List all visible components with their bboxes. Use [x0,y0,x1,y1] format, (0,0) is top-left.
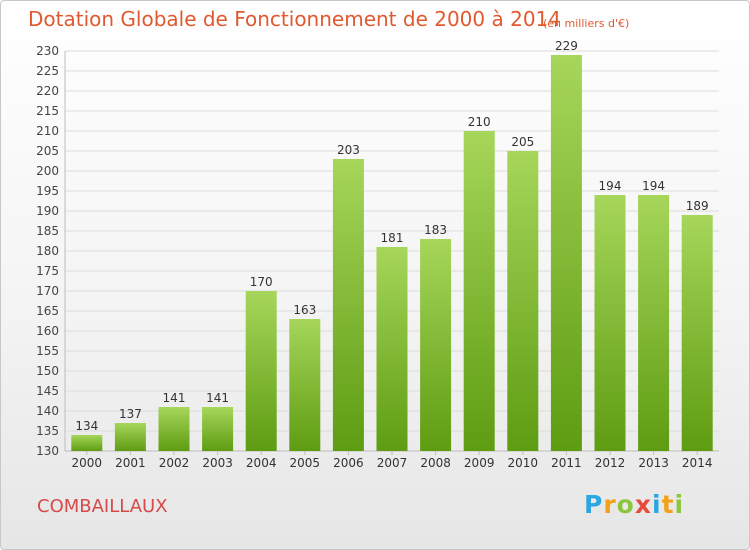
logo-letter: i [674,490,685,519]
logo-letter: P [584,490,604,519]
x-tick-label: 2012 [595,456,626,470]
value-label: 203 [337,143,360,157]
bar [114,423,146,451]
value-label: 134 [75,419,98,433]
y-tick-label: 170 [36,284,59,298]
bar [289,319,321,451]
bar [245,291,277,451]
bar [376,247,408,451]
value-label: 170 [250,275,273,289]
y-tick-label: 210 [36,124,59,138]
y-tick-label: 205 [36,144,59,158]
x-tick-label: 2004 [246,456,277,470]
y-tick-label: 175 [36,264,59,278]
y-tick-label: 145 [36,384,59,398]
y-tick-label: 165 [36,304,59,318]
bar [507,151,539,451]
bar [332,159,364,451]
bar [463,131,495,451]
logo-letter: o [616,490,635,519]
y-tick-labels: 130 135 140 145 150 155 160 165 170 175 180 185 190 1… [36,44,59,458]
value-label: 137 [119,407,142,421]
bar [158,407,190,451]
bar [550,55,582,451]
bars [71,55,713,451]
y-tick-label: 140 [36,404,59,418]
y-tick-label: 200 [36,164,59,178]
value-label: 163 [293,303,316,317]
value-label: 229 [555,39,578,53]
value-label: 141 [163,391,186,405]
bar [638,195,670,451]
logo-letter: r [603,490,617,519]
y-tick-label: 215 [36,104,59,118]
y-tick-label: 130 [36,444,59,458]
y-tick-label: 150 [36,364,59,378]
value-label: 189 [686,199,709,213]
value-label: 210 [468,115,491,129]
x-tick-label: 2011 [551,456,582,470]
value-label: 194 [642,179,665,193]
value-label: 194 [599,179,622,193]
x-tick-label: 2014 [682,456,713,470]
y-tick-label: 225 [36,64,59,78]
x-tick-label: 2003 [202,456,233,470]
bar [594,195,626,451]
y-tick-label: 155 [36,344,59,358]
y-tick-label: 185 [36,224,59,238]
proxiti-logo: Proxiti [584,490,684,519]
x-tick-label: 2009 [464,456,495,470]
bar [71,435,103,451]
x-tick-label: 2002 [159,456,190,470]
x-tick-label: 2007 [377,456,408,470]
y-tick-label: 230 [36,44,59,58]
chart-subtitle: (en milliers d'€) [543,17,630,30]
y-tick-label: 135 [36,424,59,438]
bar [420,239,452,451]
x-tick-label: 2006 [333,456,364,470]
x-tick-label: 2001 [115,456,146,470]
logo-letter: x [634,490,652,519]
logo-letter: t [661,490,675,519]
x-tick-label: 2008 [420,456,451,470]
y-tick-label: 220 [36,84,59,98]
value-label: 181 [381,231,404,245]
bar [202,407,234,451]
commune-name: COMBAILLAUX [37,496,168,517]
x-tick-labels: 2000 2001 2002 2003 2004 2005 2006 2007 2008 2009… [72,456,713,470]
y-tick-label: 160 [36,324,59,338]
y-tick-label: 180 [36,244,59,258]
x-tick-label: 2013 [638,456,669,470]
value-label: 183 [424,223,447,237]
x-tick-label: 2000 [72,456,103,470]
x-tick-label: 2010 [508,456,539,470]
value-label: 205 [511,135,534,149]
y-tick-label: 190 [36,204,59,218]
chart-title: Dotation Globale de Fonctionnement de 20… [28,7,561,31]
y-tick-label: 195 [36,184,59,198]
value-labels: 134 137 141 141 170 163 203 181 183 210 205 229 194 1… [75,39,708,433]
logo-letter: i [652,490,662,519]
bar [681,215,713,451]
x-tick-label: 2005 [290,456,321,470]
value-label: 141 [206,391,229,405]
